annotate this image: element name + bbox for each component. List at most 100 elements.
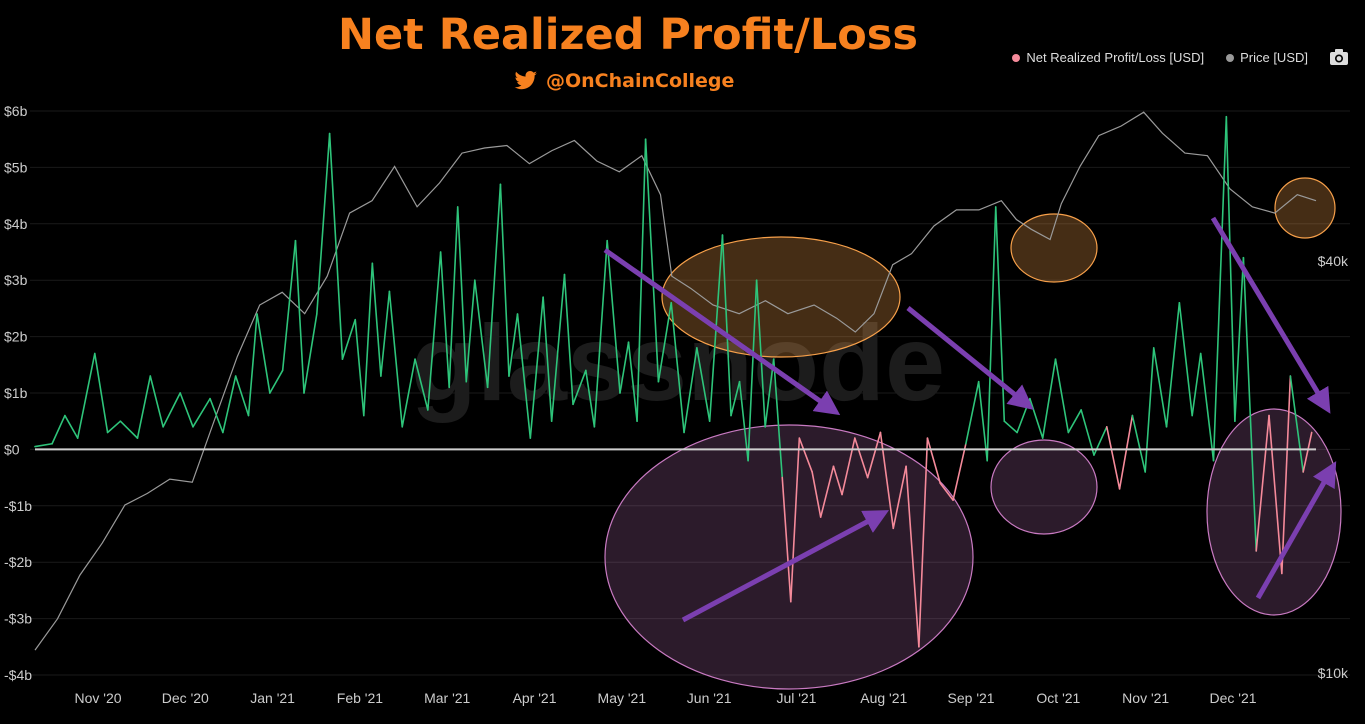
- y-axis-right: $40k $10k: [1318, 253, 1349, 681]
- nrpl-segment: [1234, 256, 1245, 423]
- nrpl-segment: [64, 414, 79, 439]
- nrpl-segment: [486, 183, 502, 389]
- x-tick-label: Jul '21: [776, 690, 816, 706]
- nrpl-segment: [256, 313, 271, 394]
- nrpl-segment: [832, 465, 843, 496]
- y-right-tick-label: $40k: [1318, 253, 1349, 269]
- legend-dot-nrpl: [1012, 53, 1021, 62]
- nrpl-segment: [474, 279, 489, 389]
- nrpl-segment: [619, 341, 630, 394]
- nrpl-segment: [328, 132, 344, 360]
- nrpl-segment: [542, 296, 553, 423]
- nrpl-segment: [1225, 115, 1236, 423]
- orange-highlight-ellipse: [661, 236, 901, 358]
- nrpl-segment: [1191, 352, 1202, 417]
- trend-arrow: [603, 247, 841, 416]
- nrpl-segment: [1289, 375, 1304, 473]
- x-tick-label: Apr '21: [513, 690, 557, 706]
- x-tick-label: Nov '21: [1122, 690, 1169, 706]
- nrpl-segment: [563, 273, 574, 406]
- y-tick-label: $5b: [4, 159, 28, 175]
- nrpl-segment: [179, 392, 194, 428]
- x-tick-label: Mar '21: [424, 690, 470, 706]
- nrpl-segment: [76, 352, 96, 439]
- nrpl-segment: [192, 397, 211, 428]
- x-tick-label: Feb '21: [337, 690, 383, 706]
- nrpl-segment: [1281, 375, 1292, 575]
- nrpl-segment: [1144, 347, 1155, 473]
- y-axis-left: $6b $5b $4b $3b $2b $1b $0 -$1b -$2b -$3b -$4b: [4, 103, 32, 683]
- orange-highlight-ellipse: [1010, 213, 1098, 283]
- twitter-handle-text: @OnChainCollege: [546, 70, 735, 92]
- legend-item-price[interactable]: Price [USD]: [1226, 50, 1308, 65]
- nrpl-segment: [269, 369, 284, 394]
- y-tick-label: -$1b: [4, 498, 32, 514]
- nrpl-segment: [209, 397, 224, 434]
- nrpl-segment: [136, 375, 152, 439]
- nrpl-segment: [222, 375, 237, 434]
- nrpl-segment: [281, 239, 297, 372]
- camera-icon[interactable]: [1329, 48, 1349, 71]
- y-tick-label: -$4b: [4, 667, 32, 683]
- nrpl-segment: [738, 380, 749, 462]
- nrpl-segment: [1041, 358, 1057, 439]
- nrpl-segment: [106, 420, 122, 434]
- nrpl-segment: [34, 442, 53, 448]
- nrpl-segment: [644, 138, 660, 383]
- x-tick-label: Jan '21: [250, 690, 295, 706]
- nrpl-segment: [670, 301, 685, 434]
- nrpl-segment: [772, 358, 784, 479]
- nrpl-segment: [448, 206, 459, 389]
- nrpl-segment: [456, 206, 468, 383]
- nrpl-segment: [585, 369, 596, 428]
- nrpl-segment: [819, 465, 835, 518]
- nrpl-segment: [1165, 301, 1181, 428]
- nrpl-segment: [905, 465, 920, 648]
- nrpl-segment: [371, 262, 382, 377]
- nrpl-segment: [119, 420, 139, 439]
- y-right-tick-label: $10k: [1318, 665, 1349, 681]
- chart-title: Net Realized Profit/Loss: [338, 10, 918, 60]
- nrpl-segment: [1093, 426, 1108, 456]
- price-layer: [34, 111, 1317, 651]
- nrpl-segment: [1212, 115, 1228, 462]
- nrpl-segment: [918, 437, 929, 648]
- nrpl-segment: [149, 375, 164, 428]
- x-tick-label: Dec '20: [162, 690, 209, 706]
- nrpl-segment: [747, 279, 758, 462]
- nrpl-segment: [1003, 420, 1018, 434]
- nrpl-segment: [965, 380, 980, 445]
- nrpl-segment: [721, 234, 732, 417]
- price-series-line: [34, 111, 1317, 651]
- nrpl-segment: [499, 183, 510, 377]
- nrpl-segment: [550, 273, 566, 423]
- nrpl-segment: [1268, 414, 1283, 575]
- trend-arrow: [1255, 461, 1337, 600]
- nrpl-segment: [841, 437, 856, 496]
- x-axis: Nov '20 Dec '20 Jan '21 Feb '21 Mar '21 Apr '…: [74, 690, 1256, 706]
- nrpl-segment: [414, 358, 429, 411]
- legend-dot-price: [1226, 53, 1235, 62]
- nrpl-segment: [939, 482, 954, 501]
- nrpl-segment: [789, 437, 801, 603]
- nrpl-segment: [627, 341, 638, 423]
- x-tick-label: May '21: [598, 690, 647, 706]
- nrpl-segment: [294, 239, 305, 394]
- nrpl-segment: [1302, 431, 1313, 473]
- nrpl-segment: [952, 442, 967, 501]
- nrpl-segment: [1016, 397, 1031, 434]
- nrpl-segment: [1178, 301, 1193, 417]
- nrpl-segment: [636, 138, 647, 423]
- legend-item-nrpl[interactable]: Net Realized Profit/Loss [USD]: [1012, 50, 1204, 65]
- nrpl-segment: [1242, 256, 1258, 552]
- y-tick-label: -$3b: [4, 611, 32, 627]
- y-tick-label: $3b: [4, 272, 28, 288]
- nrpl-segment: [234, 375, 250, 417]
- nrpl-segment: [866, 431, 882, 479]
- nrpl-segment: [439, 251, 450, 389]
- nrpl-segment: [657, 301, 673, 383]
- x-tick-label: Jun '21: [687, 690, 732, 706]
- nrpl-segment: [811, 471, 822, 518]
- nrpl-segment: [683, 347, 698, 434]
